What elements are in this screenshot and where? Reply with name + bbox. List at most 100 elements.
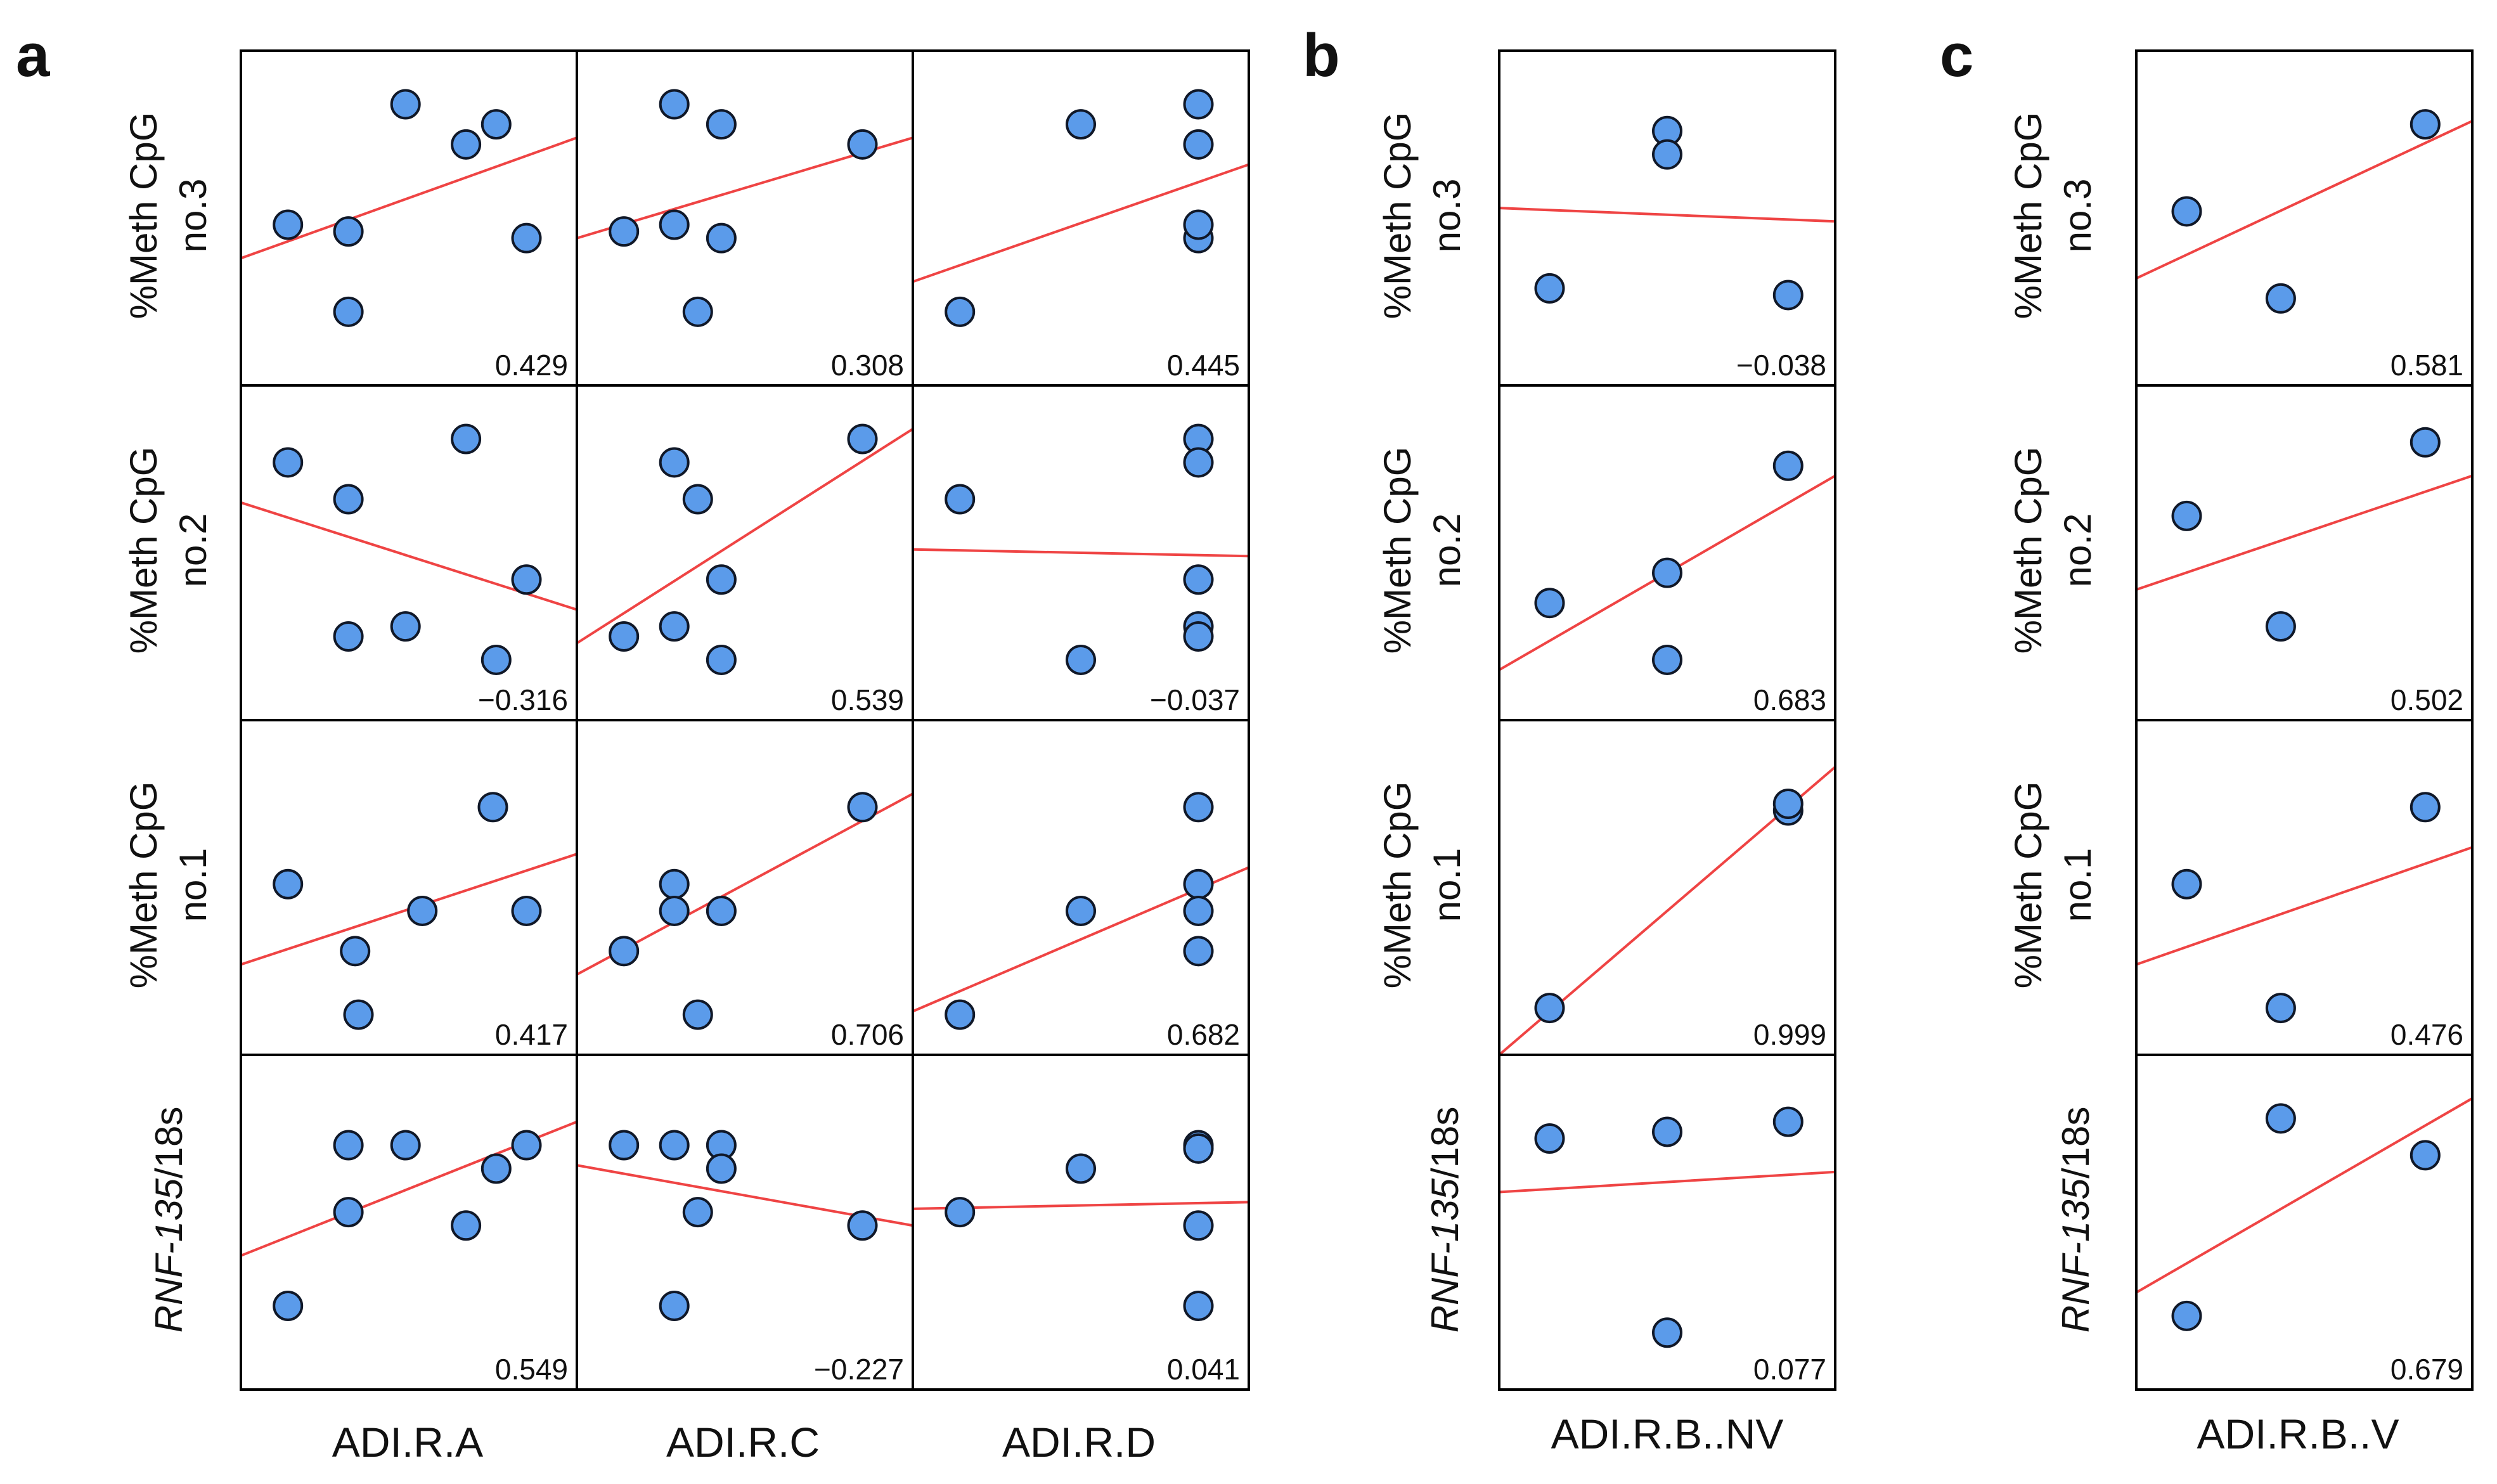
cell-c-r1-c0: 0.502 (2135, 384, 2474, 721)
data-point (2410, 1140, 2441, 1171)
data-point (847, 1210, 878, 1241)
data-point (333, 1130, 364, 1161)
data-point (343, 999, 374, 1030)
plot-cells: 0.429 0.308 0.445 −0.316 0.539 −0.037 0.417 0.7… (240, 49, 2474, 1391)
data-point (659, 1291, 690, 1321)
data-point (2265, 1103, 2296, 1134)
data-point (609, 1130, 640, 1161)
data-point (706, 1153, 737, 1184)
panel-a-col-label-adi-r-a: ADI.R.A (332, 1419, 483, 1466)
panel-a-col-label-adi-r-c: ADI.R.C (666, 1419, 820, 1466)
data-point (451, 129, 482, 160)
cell-content (241, 1120, 577, 1321)
cell-b-r0-c0: −0.038 (1498, 49, 1836, 387)
cell-content (2136, 427, 2472, 642)
data-point (2171, 868, 2202, 900)
panel-b-row-label-no1: %Meth CpG no.1 (1376, 782, 1468, 989)
correlation-label: 0.581 (2391, 349, 2463, 382)
correlation-label: 0.077 (1753, 1353, 1826, 1386)
data-point (1652, 1317, 1682, 1348)
cell-c-r3-c0: 0.679 (2135, 1054, 2474, 1391)
data-point (1183, 447, 1214, 478)
data-point (659, 1130, 690, 1161)
cell-content (913, 89, 1249, 327)
data-point (333, 484, 364, 515)
cell-b-r1-c0: 0.683 (1498, 384, 1836, 721)
data-point (682, 484, 713, 515)
data-point (1183, 1210, 1214, 1241)
cell-a-r0-c0: 0.429 (240, 49, 578, 387)
data-point (659, 895, 690, 926)
data-point (706, 895, 737, 926)
data-point (1183, 895, 1214, 926)
data-point (1183, 868, 1214, 900)
data-point (847, 423, 878, 455)
correlation-label: 0.549 (495, 1353, 568, 1386)
data-point (273, 1291, 304, 1321)
data-point (511, 1130, 542, 1161)
panel-a-row-label-rnf135: RNF-135/18s (148, 1107, 190, 1333)
cell-b-r3-c0: 0.077 (1498, 1054, 1836, 1391)
panel-c-col-label: ADI.R.B..V (2197, 1410, 2399, 1457)
correlation-label: 0.429 (495, 349, 568, 382)
data-point (847, 792, 878, 823)
data-point (847, 129, 878, 160)
data-point (1534, 993, 1565, 1024)
data-point (659, 611, 690, 642)
panel-c-row-label-no3: %Meth CpG no.3 (2007, 112, 2099, 319)
data-point (706, 223, 737, 254)
data-point (1534, 273, 1565, 304)
cell-a-r3-c2: 0.041 (912, 1054, 1250, 1391)
panel-a-row-label-no3: %Meth CpG no.3 (122, 112, 214, 319)
data-point (609, 936, 640, 967)
data-point (2171, 1300, 2202, 1331)
cell-frame (240, 1054, 578, 1391)
fit-line (241, 136, 577, 260)
cell-content (577, 89, 913, 327)
panel-b-row-label-no3: %Meth CpG no.3 (1376, 112, 1468, 319)
data-point (511, 564, 542, 595)
correlation-label: 0.308 (831, 349, 904, 382)
cell-frame (912, 1054, 1250, 1391)
panel-b-letter: b (1303, 22, 1340, 89)
panel-c-letter: c (1940, 22, 1973, 89)
correlation-label: 0.502 (2391, 683, 2463, 716)
data-point (273, 209, 304, 240)
data-point (1066, 109, 1096, 140)
fit-line (2136, 846, 2472, 966)
correlation-label: 0.679 (2391, 1353, 2463, 1386)
data-point (659, 209, 690, 240)
cell-a-r2-c1: 0.706 (576, 719, 914, 1056)
fit-line (1499, 207, 1835, 223)
cell-a-r3-c1: −0.227 (576, 1054, 914, 1391)
fit-line (1499, 1170, 1835, 1194)
data-point (706, 644, 737, 675)
data-point (1066, 1153, 1096, 1184)
cell-content (1499, 450, 1835, 675)
data-point (407, 895, 438, 926)
data-point (1772, 789, 1803, 819)
data-point (390, 89, 421, 120)
cell-a-r2-c0: 0.417 (240, 719, 578, 1056)
data-point (2410, 427, 2441, 458)
data-point (451, 423, 482, 455)
cell-content (241, 423, 577, 675)
correlation-label: 0.417 (495, 1018, 568, 1051)
cell-frame (576, 719, 914, 1056)
cell-frame (2135, 1054, 2474, 1391)
panel-b-col-label: ADI.R.B..NV (1551, 1410, 1784, 1457)
data-point (1534, 1123, 1565, 1154)
data-point (2410, 109, 2441, 140)
data-point (1772, 1106, 1803, 1137)
correlation-label: 0.683 (1753, 683, 1826, 716)
panel-c-row-label-no1: %Meth CpG no.1 (2007, 782, 2099, 989)
fit-line (2136, 474, 2472, 591)
panel-c-row-label-no2: %Meth CpG no.2 (2007, 447, 2099, 654)
data-point (451, 1210, 482, 1241)
data-point (340, 936, 371, 967)
data-point (1652, 644, 1682, 675)
data-point (945, 999, 976, 1030)
cell-frame (240, 384, 578, 721)
data-point (511, 223, 542, 254)
data-point (682, 296, 713, 327)
